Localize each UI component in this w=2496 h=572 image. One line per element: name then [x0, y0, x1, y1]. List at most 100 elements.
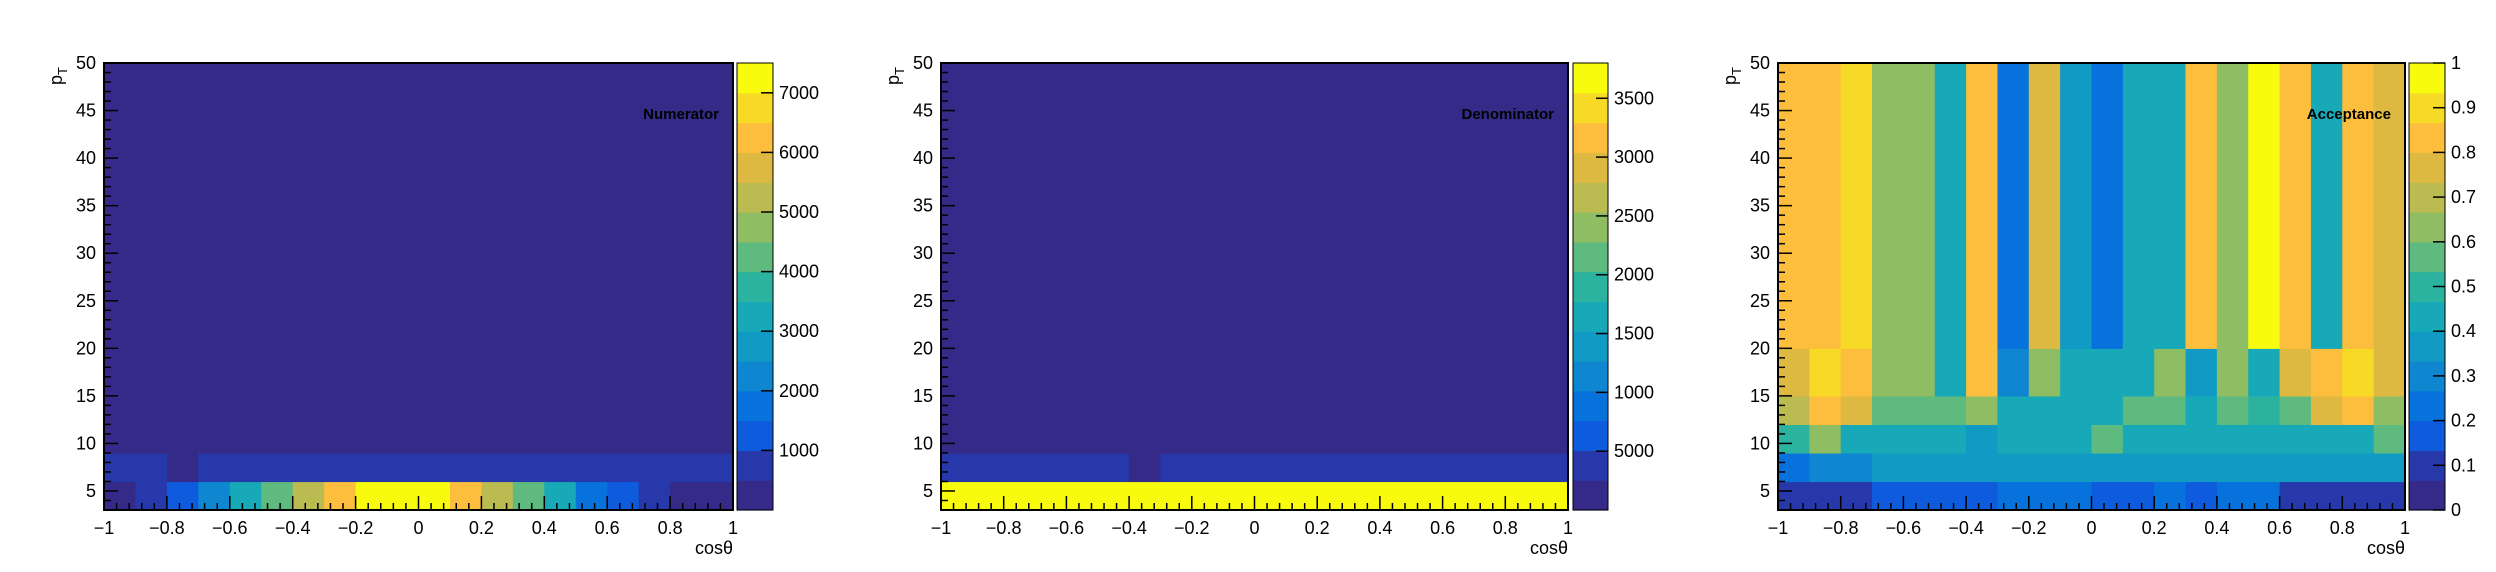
- color-bar-tick-label: 1500: [1614, 324, 1654, 344]
- panel-title: Numerator: [643, 106, 719, 123]
- x-tick-label: 0.2: [469, 518, 494, 538]
- heatmap-cell: [449, 481, 482, 511]
- heatmap-cell: [2028, 424, 2061, 454]
- x-axis-title: cosθ: [695, 538, 733, 558]
- y-tick-label: 35: [913, 196, 933, 216]
- heatmap-cell: [1872, 481, 1904, 511]
- heatmap-cell: [324, 481, 357, 511]
- heatmap-cell: [2373, 481, 2406, 511]
- heatmap-cell: [481, 452, 514, 483]
- heatmap-cell: [324, 452, 357, 483]
- heatmap-cell: [2028, 452, 2061, 483]
- heatmap-cell: [1505, 63, 1538, 454]
- color-bar-tick-label: 2000: [1614, 265, 1654, 285]
- x-tick-label: −1: [94, 518, 115, 538]
- heatmap-cell: [2060, 348, 2093, 397]
- heatmap-cell: [2279, 63, 2312, 349]
- heatmap-cell: [2028, 481, 2061, 511]
- heatmap-cell: [1903, 395, 1936, 426]
- x-tick-label: 0: [1249, 518, 1259, 538]
- heatmap-cell: [1254, 63, 1287, 454]
- heatmap-cell: [1840, 424, 1873, 454]
- color-bar-segment: [2409, 122, 2445, 153]
- heatmap-cell: [638, 481, 671, 511]
- color-bar-segment: [2409, 241, 2445, 273]
- heatmap-cell: [2091, 452, 2124, 483]
- heatmap-cell: [1966, 452, 1999, 483]
- heatmap-cell: [104, 452, 137, 483]
- heatmap-cell: [1411, 481, 1444, 511]
- y-tick-label: 10: [76, 433, 96, 453]
- y-tick-label: 30: [76, 243, 96, 263]
- y-axis: 5 10 15 20 25 30 35 40 45 50 pT: [1720, 53, 1792, 502]
- heatmap-cell: [2279, 452, 2312, 483]
- y-axis-title-sub: T: [55, 67, 70, 75]
- heatmap-cell: [1778, 452, 1810, 483]
- y-tick-label: 35: [1750, 196, 1770, 216]
- heatmap-cell: [387, 481, 420, 511]
- heatmap-cell: [355, 481, 388, 511]
- heatmap-cell: [1840, 395, 1873, 426]
- heatmap-cell: [1536, 481, 1569, 511]
- heatmap-cells: [1778, 63, 2406, 511]
- heatmap-cell: [2342, 395, 2375, 426]
- heatmap-cell: [229, 452, 262, 483]
- heatmap-cell: [1003, 481, 1036, 511]
- heatmap-cell: [638, 63, 671, 454]
- color-bar-tick-label: 4000: [779, 262, 819, 282]
- color-bar-tick-label: 0.2: [2451, 411, 2476, 431]
- heatmap-cell: [1317, 481, 1350, 511]
- heatmap-cells: [104, 63, 734, 511]
- color-bar-segment: [2409, 480, 2445, 511]
- y-tick-label: 40: [76, 148, 96, 168]
- heatmap-cell: [1191, 481, 1224, 511]
- color-bar-segment: [737, 182, 773, 213]
- x-axis-title: cosθ: [2367, 538, 2405, 558]
- heatmap-cell: [2028, 348, 2061, 397]
- heatmap-cell: [1066, 63, 1099, 454]
- heatmap-cell: [387, 452, 420, 483]
- heatmap-cell: [1997, 481, 2030, 511]
- heatmap-cell: [1442, 481, 1475, 511]
- heatmap-cell: [135, 452, 168, 483]
- heatmap-cell: [387, 63, 420, 454]
- heatmap-cell: [941, 481, 973, 511]
- heatmap-cell: [2154, 481, 2187, 511]
- heatmap-cell: [2342, 424, 2375, 454]
- color-bar-tick-label: 7000: [779, 83, 819, 103]
- heatmap-cell: [1903, 63, 1936, 349]
- y-axis-title-main: p: [1720, 75, 1740, 85]
- heatmap-cell: [1097, 63, 1130, 454]
- y-tick-label: 40: [1750, 148, 1770, 168]
- heatmap-cell: [481, 63, 514, 454]
- heatmap-cell: [2091, 395, 2124, 426]
- color-bar-segment: [1573, 450, 1608, 481]
- heatmap-cell: [1505, 481, 1538, 511]
- y-axis-title: pT: [883, 67, 907, 85]
- heatmap-cell: [1809, 481, 1842, 511]
- heatmap-cell: [2060, 395, 2093, 426]
- heatmap-cell: [670, 481, 703, 511]
- x-tick-label: 0.8: [2330, 518, 2355, 538]
- color-bar-segment: [1573, 182, 1608, 213]
- heatmap-cell: [1442, 63, 1475, 454]
- x-tick-label: 0.6: [2267, 518, 2292, 538]
- heatmap-cell: [2185, 424, 2218, 454]
- heatmap-cell: [1129, 63, 1162, 454]
- heatmap-cell: [261, 63, 294, 454]
- y-axis-title: pT: [1720, 67, 1744, 85]
- color-bar-segment: [737, 241, 773, 273]
- x-tick-label: −0.6: [1886, 518, 1922, 538]
- heatmap-cell: [2060, 452, 2093, 483]
- heatmap-cell: [292, 481, 325, 511]
- heatmap-cell: [544, 481, 577, 511]
- color-bar-tick-label: 2000: [779, 381, 819, 401]
- heatmap-cell: [1903, 348, 1936, 397]
- color-bar-tick-label: 0.8: [2451, 142, 2476, 162]
- x-tick-label: 0.4: [1367, 518, 1392, 538]
- heatmap-cell: [2279, 348, 2312, 397]
- heatmap-cell: [1934, 395, 1967, 426]
